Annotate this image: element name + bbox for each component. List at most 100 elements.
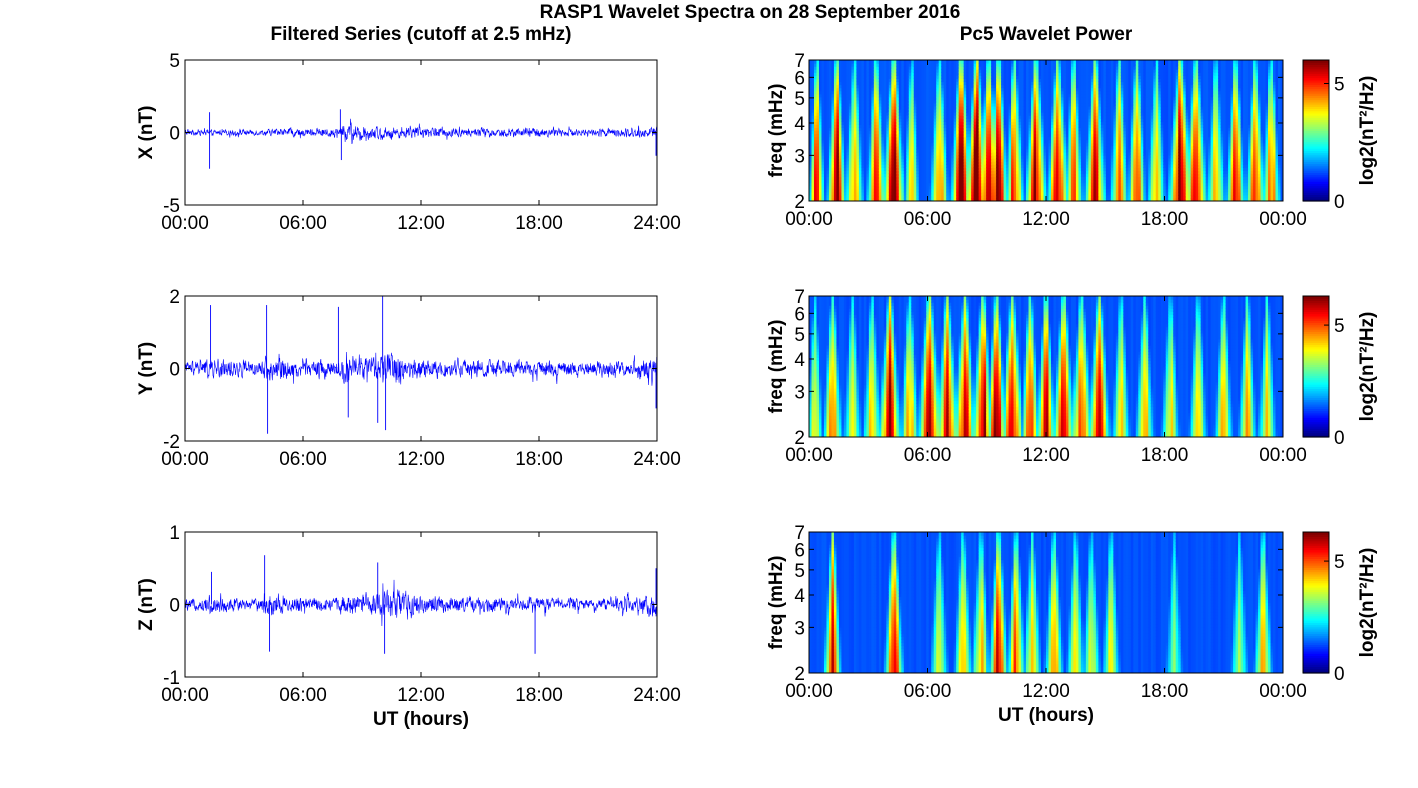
heatmap-cell	[809, 133, 813, 138]
heatmap-cell	[893, 161, 897, 165]
heatmap-cell	[836, 194, 840, 199]
heatmap-cell	[868, 139, 872, 144]
heatmap-cell	[988, 102, 992, 107]
heatmap-cell	[1026, 185, 1030, 190]
heatmap-cell	[1068, 161, 1072, 165]
heatmap-cell	[963, 164, 967, 168]
heatmap-cell	[1018, 139, 1022, 144]
heatmap-cell	[976, 188, 980, 193]
heatmap-cell	[851, 66, 855, 70]
heatmap-cell	[818, 109, 823, 113]
heatmap-cell	[888, 158, 892, 162]
heatmap-cell	[868, 142, 872, 147]
heatmap-cell	[941, 99, 945, 104]
heatmap-cell	[1031, 115, 1035, 119]
heatmap-cell	[828, 60, 833, 64]
heatmap-cell	[896, 197, 900, 201]
heatmap-cell	[953, 75, 957, 79]
heatmap-cell	[816, 69, 820, 73]
heatmap-cell	[903, 142, 907, 147]
heatmap-cell	[943, 158, 947, 162]
heatmap-cell	[921, 191, 925, 196]
heatmap-cell	[946, 118, 950, 122]
heatmap-cell	[1063, 84, 1067, 89]
heatmap-cell	[941, 179, 945, 184]
heatmap-cell	[1065, 63, 1070, 67]
heatmap-cell	[836, 84, 840, 89]
heatmap-cell	[1058, 145, 1062, 150]
heatmap-cell	[1013, 84, 1017, 89]
heatmap-cell	[888, 75, 892, 79]
heatmap-cell	[818, 127, 823, 132]
heatmap-cell	[1050, 133, 1055, 138]
heatmap-cell	[961, 194, 965, 199]
heatmap-cell	[941, 155, 945, 159]
heatmap-cell	[1068, 87, 1072, 92]
heatmap-cell	[1033, 93, 1037, 98]
heatmap-cell	[843, 188, 848, 193]
heatmap-cell	[948, 109, 952, 113]
heatmap-cell	[873, 102, 877, 107]
heatmap-cell	[898, 60, 902, 64]
heatmap-cell	[928, 179, 932, 184]
heatmap-cell	[848, 148, 853, 153]
heatmap-cell	[878, 87, 882, 92]
heatmap-cell	[896, 155, 900, 159]
heatmap-cell	[1050, 109, 1055, 113]
heatmap-cell	[868, 90, 872, 95]
heatmap-cell	[881, 188, 885, 193]
heatmap-cell	[1013, 194, 1017, 199]
heatmap-cell	[831, 75, 835, 79]
heatmap-cell	[911, 63, 915, 67]
heatmap-cell	[1006, 69, 1010, 73]
y-tick-label: 0	[169, 360, 180, 381]
heatmap-cell	[861, 139, 865, 144]
heatmap-cell	[951, 139, 955, 144]
heatmap-cell	[936, 136, 940, 141]
heatmap-cell	[1068, 102, 1072, 107]
heatmap-cell	[983, 84, 987, 89]
heatmap-cell	[861, 164, 865, 168]
heatmap-cell	[948, 69, 952, 73]
heatmap-cell	[1060, 90, 1065, 95]
heatmap-cell	[1016, 148, 1020, 153]
heatmap-cell	[1026, 75, 1030, 79]
heatmap-cell	[911, 112, 915, 116]
heatmap-cell	[841, 136, 845, 141]
heatmap-cell	[971, 179, 975, 184]
heatmap-cell	[809, 78, 813, 83]
heatmap-cell	[888, 185, 892, 190]
heatmap-cell	[1008, 90, 1012, 95]
heatmap-cell	[888, 127, 892, 132]
heatmap-cell	[1041, 185, 1045, 190]
heatmap-cell	[933, 179, 937, 184]
heatmap-cell	[846, 136, 850, 141]
heatmap-cell	[823, 179, 828, 184]
heatmap-cell	[841, 96, 845, 101]
heatmap-cell	[816, 136, 820, 141]
heatmap-cell	[1048, 182, 1052, 187]
heatmap-cell	[856, 96, 860, 101]
heatmap-cell	[998, 72, 1002, 76]
heatmap-cell	[998, 164, 1002, 168]
heatmap-cell	[818, 139, 823, 144]
heatmap-cell	[963, 179, 967, 184]
heatmap-cell	[926, 167, 930, 171]
heatmap-cell	[921, 105, 925, 110]
heatmap-cell	[946, 194, 950, 199]
heatmap-cell	[1031, 191, 1035, 196]
heatmap-cell	[1033, 155, 1037, 159]
heatmap-cell	[836, 197, 840, 201]
heatmap-cell	[866, 161, 870, 165]
heatmap-cell	[1003, 81, 1007, 86]
heatmap-cell	[836, 148, 840, 153]
heatmap-cell	[811, 60, 815, 64]
heatmap-cell	[931, 182, 935, 187]
heatmap-cell	[976, 84, 980, 89]
heatmap-cell	[891, 182, 895, 187]
heatmap-cell	[998, 69, 1002, 73]
heatmap-cell	[883, 96, 887, 101]
heatmap-cell	[848, 102, 853, 107]
heatmap-cell	[956, 197, 960, 201]
heatmap-cell	[943, 136, 947, 141]
